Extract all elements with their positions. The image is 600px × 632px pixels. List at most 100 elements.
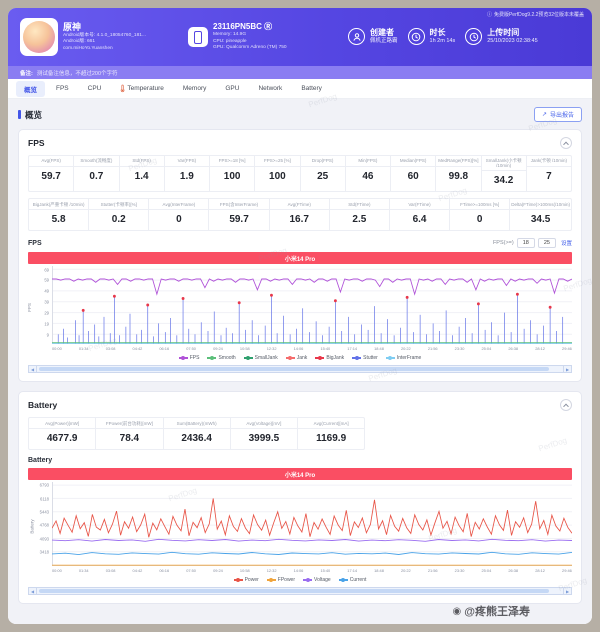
legend-label: Jank: [296, 355, 308, 362]
tab-Temperature[interactable]: Temperature: [112, 81, 172, 96]
fps-chart-scrollbar[interactable]: ◀ ▶: [28, 365, 572, 374]
scroll-right-icon[interactable]: ▶: [563, 587, 572, 596]
battery-chart-area: Battery 6793 6118 5443 4768 4093 3418: [28, 482, 572, 567]
fps-chart[interactable]: [52, 266, 572, 345]
person-icon: [348, 28, 365, 46]
fps-y-axis-name: FPS: [26, 303, 32, 313]
fps-threshold-25[interactable]: 25: [537, 238, 556, 249]
legend-BigJank[interactable]: BigJank: [315, 355, 344, 361]
collapse-fps-button[interactable]: [560, 137, 572, 149]
chevron-up-icon: [563, 141, 569, 148]
fps-chart-area: FPS 69 59 49 39 29 19 9: [26, 266, 572, 345]
tab-Battery[interactable]: Battery: [293, 82, 330, 95]
stat-cell: Var(FTime) 6.4: [388, 199, 450, 231]
tab-GPU[interactable]: GPU: [217, 82, 247, 95]
stat-label: Var(FTime): [389, 199, 450, 211]
y-tick-label: 5443: [39, 509, 49, 515]
legend-FPower[interactable]: FPower: [266, 577, 295, 583]
stat-cell: Std(FTime) 2.5: [328, 199, 389, 231]
fps-threshold-18[interactable]: 18: [516, 238, 535, 249]
stat-value: 7: [546, 171, 552, 182]
fps-stats-row1: Avg(FPS) 59.7 Smooth(流畅度) 0.7 Std(FPS) 1.4 Var…: [28, 155, 572, 193]
fps-x-ticks: 00:00 01:34 03:08 04:42 06:16 07:50 09:24 10:58…: [52, 346, 572, 351]
stat-cell: FPS(含InterFrame) 59.7: [208, 199, 269, 231]
export-report-button[interactable]: ↗ 导出报告: [533, 107, 582, 122]
legend-marker: [243, 356, 253, 361]
stat-label: FPS(含InterFrame): [209, 199, 269, 211]
scroll-left-icon[interactable]: ◀: [28, 365, 37, 374]
x-tick-label: 01:34: [78, 346, 89, 352]
scroll-left-icon[interactable]: ◀: [28, 587, 37, 596]
stat-label: Delta(FTime)>100ms(/10min): [510, 199, 571, 211]
legend-marker: [178, 356, 188, 361]
legend-marker: [315, 356, 325, 361]
fps-legend: FPS Smooth SmallJank Jank BigJank Stutter Inte…: [28, 355, 572, 361]
stat-cell: FPower(前台功耗)[mW] 78.4: [95, 418, 163, 450]
legend-Stutter[interactable]: Stutter: [352, 355, 378, 361]
x-tick-label: 06:16: [159, 568, 170, 574]
stat-label: FTime>=100ms [%]: [450, 199, 510, 211]
tab-Memory[interactable]: Memory: [175, 82, 214, 95]
legend-Power[interactable]: Power: [233, 577, 259, 583]
tab-Network[interactable]: Network: [250, 82, 290, 95]
stat-cell: SmallJank(小卡顿 /10min) 34.2: [480, 156, 526, 192]
tab-CPU[interactable]: CPU: [80, 82, 110, 95]
y-tick-label: 39: [44, 299, 49, 305]
x-tick-label: 21:56: [427, 346, 438, 352]
x-tick-label: 20:22: [400, 568, 411, 574]
note-label: 备注:: [20, 70, 33, 77]
legend-label: Stutter: [363, 355, 378, 362]
battery-chart-scrollbar[interactable]: ◀ ▶: [28, 587, 572, 596]
legend-InterFrame[interactable]: InterFrame: [385, 355, 421, 361]
stat-label: Drop(FPS): [300, 156, 345, 167]
stat-label: FPS>=25 [%]: [255, 156, 300, 167]
fps-stats-row2: BigJank(严重卡顿 /10min) 5.8 Stutter(卡顿率)[%] 0.…: [28, 198, 572, 232]
battery-y-ticks: 6793 6118 5443 4768 4093 3418: [35, 482, 52, 566]
stat-value: 5.8: [51, 214, 66, 226]
battery-card-title: Battery: [28, 400, 58, 411]
battery-scroll-track[interactable]: [37, 587, 563, 596]
duration-block: 时长 1h 2m 14s: [407, 28, 455, 46]
stat-cell: Avg(InterFrame) 0: [148, 199, 209, 231]
stat-cell: Avg(Voltage)[mV] 3999.5: [229, 418, 297, 450]
fps-scroll-thumb[interactable]: [39, 367, 550, 372]
legend-Smooth[interactable]: Smooth: [207, 355, 236, 361]
stat-cell: Stutter(卡顿率)[%] 0.2: [88, 199, 149, 231]
fps-card: FPS Avg(FPS) 59.7 Smooth(流畅度) 0.7 Std(FPS) 1.…: [18, 129, 582, 383]
info-icon: ⓘ: [486, 12, 492, 18]
battery-chart[interactable]: [52, 482, 572, 567]
x-tick-label: 09:24: [213, 346, 223, 352]
fps-scroll-track[interactable]: [37, 365, 563, 374]
stat-label: FPS>=18 [%]: [210, 156, 255, 167]
stat-cell: Delta(FTime)>100ms(/10min) 34.5: [509, 199, 571, 231]
avatar-image: [23, 21, 55, 53]
battery-scroll-thumb[interactable]: [39, 589, 550, 594]
legend-Current[interactable]: Current: [338, 577, 366, 583]
legend-SmallJank[interactable]: SmallJank: [243, 355, 278, 361]
stat-value: 0: [476, 214, 483, 226]
tab-概览[interactable]: 概览: [16, 80, 45, 97]
watermark-signature: ◉ @疼熊王泽寿: [453, 603, 530, 619]
y-tick-label: 4768: [39, 522, 49, 528]
tab-label: 概览: [24, 86, 37, 94]
app-version-line: Android版本号: 4.1.0_18054760_181...: [63, 32, 146, 38]
stat-value: 100: [223, 171, 241, 182]
legend-Voltage[interactable]: Voltage: [303, 577, 331, 583]
collapse-battery-button[interactable]: [560, 399, 572, 412]
scroll-right-icon[interactable]: ▶: [563, 365, 572, 374]
y-tick-label: 6793: [39, 482, 49, 488]
fps-settings-link[interactable]: 设置: [560, 241, 572, 248]
legend-Jank[interactable]: Jank: [285, 355, 308, 362]
legend-FPS[interactable]: FPS: [178, 355, 199, 361]
x-tick-label: 14:06: [293, 346, 304, 352]
tab-FPS[interactable]: FPS: [48, 82, 77, 95]
stat-value: 34.5: [530, 214, 551, 226]
x-tick-label: 06:16: [159, 346, 170, 352]
battery-stats-row: Avg(Power)[mW] 4677.9 FPower(前台功耗)[mW] 78.4…: [28, 417, 366, 451]
stat-label: Min(FPS): [345, 156, 390, 167]
stat-cell: MedRange(FPS)[%] 99.8: [435, 156, 481, 192]
stat-value: 99.8: [448, 171, 469, 182]
fps-threshold-label: FPS(>=): [492, 240, 514, 247]
y-tick-label: 49: [44, 288, 49, 294]
x-tick-label: 25:04: [481, 568, 492, 574]
